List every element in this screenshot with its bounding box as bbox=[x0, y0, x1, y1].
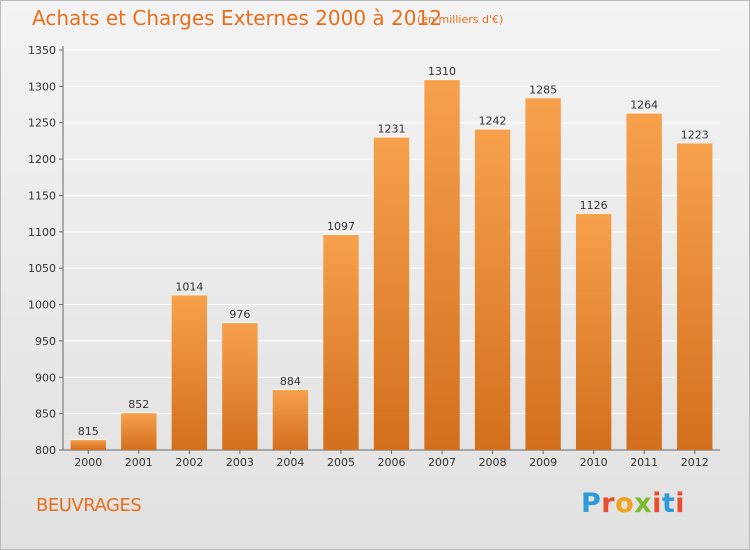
proxiti-logo: Proxiti bbox=[581, 488, 685, 519]
bar-2000 bbox=[70, 439, 106, 450]
logo-letter: t bbox=[661, 488, 676, 519]
bar-value-label: 1126 bbox=[580, 199, 608, 212]
y-tick-label: 1150 bbox=[28, 189, 56, 202]
bar-2008 bbox=[474, 128, 511, 450]
y-tick-label: 900 bbox=[35, 371, 56, 384]
bar-value-label: 1285 bbox=[529, 83, 557, 96]
bar-2002 bbox=[171, 294, 208, 450]
logo-letter: i bbox=[675, 488, 686, 519]
chart-subtitle: (en milliers d'€) bbox=[417, 13, 504, 26]
bar-value-label: 1014 bbox=[175, 280, 203, 293]
bar-value-label: 1223 bbox=[681, 128, 709, 141]
bar-value-label: 884 bbox=[280, 375, 301, 388]
bar-value-label: 1097 bbox=[327, 220, 355, 233]
y-tick-label: 1300 bbox=[28, 80, 56, 93]
bar-value-label: 815 bbox=[78, 425, 99, 438]
y-tick-label: 800 bbox=[35, 444, 56, 457]
bar-2005 bbox=[323, 234, 359, 450]
bar-2006 bbox=[373, 136, 410, 450]
chart-title: Achats et Charges Externes 2000 à 2012 bbox=[32, 6, 442, 30]
logo-letter: r bbox=[601, 488, 616, 519]
bar-2012 bbox=[677, 142, 713, 450]
y-tick-label: 850 bbox=[35, 408, 56, 421]
x-tick-label: 2012 bbox=[681, 456, 709, 469]
x-tick-label: 2006 bbox=[378, 456, 406, 469]
logo-letter: x bbox=[634, 488, 653, 519]
logo-letter: i bbox=[652, 488, 662, 519]
x-tick-label: 2003 bbox=[226, 456, 254, 469]
x-tick-label: 2004 bbox=[276, 456, 304, 469]
x-tick-label: 2010 bbox=[580, 456, 608, 469]
y-tick-label: 1000 bbox=[28, 299, 56, 312]
y-tick-label: 1100 bbox=[28, 226, 56, 239]
x-tick-label: 2000 bbox=[74, 456, 102, 469]
x-tick-label: 2009 bbox=[529, 456, 557, 469]
bar-value-label: 976 bbox=[229, 308, 250, 321]
x-tick-label: 2008 bbox=[479, 456, 507, 469]
x-tick-label: 2007 bbox=[428, 456, 456, 469]
y-tick-label: 1200 bbox=[28, 153, 56, 166]
logo-letter: P bbox=[581, 488, 602, 519]
bar-2007 bbox=[424, 79, 460, 450]
bar-2009 bbox=[525, 97, 561, 450]
bar-2004 bbox=[272, 388, 309, 450]
bar-value-label: 1264 bbox=[630, 99, 658, 112]
x-tick-label: 2002 bbox=[175, 456, 203, 469]
x-tick-label: 2011 bbox=[630, 456, 658, 469]
bar-2010 bbox=[575, 212, 612, 450]
bar-value-label: 1231 bbox=[378, 123, 406, 136]
x-tick-label: 2005 bbox=[327, 456, 355, 469]
bar-2001 bbox=[121, 412, 157, 450]
bar-value-label: 1310 bbox=[428, 65, 456, 78]
bar-value-label: 852 bbox=[128, 398, 149, 411]
bar-2011 bbox=[626, 112, 662, 450]
bar-2003 bbox=[222, 322, 258, 450]
x-tick-label: 2001 bbox=[125, 456, 153, 469]
y-tick-label: 1350 bbox=[28, 44, 56, 57]
logo-letter: o bbox=[615, 488, 635, 519]
bar-value-label: 1242 bbox=[479, 115, 507, 128]
commune-name: BEUVRAGES bbox=[36, 495, 142, 516]
y-tick-label: 1250 bbox=[28, 117, 56, 130]
y-tick-label: 950 bbox=[35, 335, 56, 348]
y-tick-label: 1050 bbox=[28, 262, 56, 275]
